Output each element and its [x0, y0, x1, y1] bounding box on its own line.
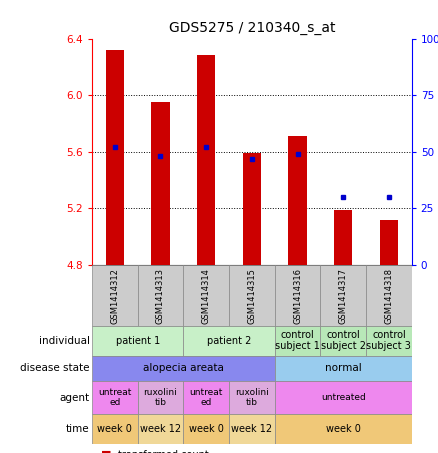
Bar	[92, 265, 138, 326]
Text: GSM1414316: GSM1414316	[293, 268, 302, 323]
Bar	[275, 326, 320, 356]
Bar	[275, 414, 412, 444]
Text: transformed count: transformed count	[118, 450, 209, 453]
Text: normal: normal	[325, 363, 362, 373]
Bar	[92, 414, 138, 444]
Bar	[92, 356, 275, 381]
Text: untreated: untreated	[321, 393, 366, 402]
Bar	[275, 381, 412, 414]
Text: control
subject 2: control subject 2	[321, 331, 366, 351]
Text: week 0: week 0	[97, 424, 132, 434]
Text: GSM1414313: GSM1414313	[156, 268, 165, 323]
Bar	[243, 153, 261, 265]
Text: week 12: week 12	[231, 424, 272, 434]
Bar	[366, 265, 412, 326]
Bar	[92, 326, 184, 356]
Text: control
subject 3: control subject 3	[367, 331, 411, 351]
Text: week 0: week 0	[189, 424, 224, 434]
Text: ruxolini
tib: ruxolini tib	[144, 388, 177, 407]
Bar	[92, 381, 138, 414]
Bar	[138, 265, 184, 326]
Bar	[184, 381, 229, 414]
Bar	[229, 414, 275, 444]
Bar	[366, 326, 412, 356]
Text: untreat
ed: untreat ed	[98, 388, 131, 407]
Text: GSM1414318: GSM1414318	[385, 268, 393, 323]
Bar	[138, 414, 184, 444]
Bar	[197, 56, 215, 265]
Text: ■: ■	[101, 450, 111, 453]
Bar	[334, 210, 352, 265]
Bar	[106, 50, 124, 265]
Text: agent: agent	[60, 392, 90, 403]
Bar	[229, 381, 275, 414]
Text: GSM1414314: GSM1414314	[201, 268, 211, 323]
Bar	[275, 265, 320, 326]
Text: GSM1414315: GSM1414315	[247, 268, 256, 323]
Bar	[138, 381, 184, 414]
Text: untreat
ed: untreat ed	[190, 388, 223, 407]
Bar	[288, 136, 307, 265]
Bar	[320, 326, 366, 356]
Text: patient 1: patient 1	[116, 336, 160, 346]
Text: time: time	[66, 424, 90, 434]
Text: GSM1414312: GSM1414312	[110, 268, 119, 323]
Bar	[184, 265, 229, 326]
Bar	[380, 220, 398, 265]
Text: GSM1414317: GSM1414317	[339, 268, 348, 323]
Text: disease state: disease state	[20, 363, 90, 373]
Bar	[229, 265, 275, 326]
Bar	[184, 326, 275, 356]
Title: GDS5275 / 210340_s_at: GDS5275 / 210340_s_at	[169, 21, 335, 35]
Text: ruxolini
tib: ruxolini tib	[235, 388, 269, 407]
Bar	[152, 102, 170, 265]
Text: week 12: week 12	[140, 424, 181, 434]
Bar	[320, 265, 366, 326]
Text: control
subject 1: control subject 1	[275, 331, 320, 351]
Bar	[275, 356, 412, 381]
Text: alopecia areata: alopecia areata	[143, 363, 224, 373]
Text: individual: individual	[39, 336, 90, 346]
Bar	[184, 414, 229, 444]
Text: week 0: week 0	[326, 424, 360, 434]
Text: patient 2: patient 2	[207, 336, 251, 346]
